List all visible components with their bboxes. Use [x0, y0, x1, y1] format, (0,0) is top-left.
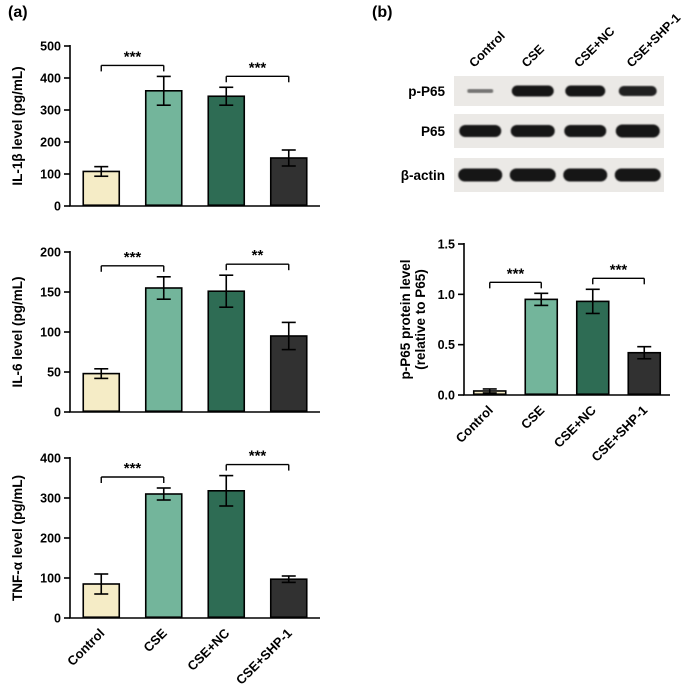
y-tick-label: 500 [40, 40, 61, 54]
blot-band [467, 89, 494, 93]
significance-label: *** [124, 48, 142, 65]
bar [207, 489, 246, 619]
blot-band [618, 86, 657, 96]
bar [144, 89, 183, 207]
x-tick-label: CSE+SHP-1 [233, 626, 295, 688]
y-tick-label: 1.5 [438, 238, 455, 252]
y-tick-label: 50 [47, 366, 61, 380]
y-tick-label: 0 [54, 200, 61, 214]
y-tick-label: 200 [40, 532, 61, 546]
y-tick-label: 150 [40, 286, 61, 300]
y-tick-label: 1.0 [438, 288, 455, 302]
blot-row-label: P65 [421, 124, 446, 139]
y-axis-label: p-P65 protein level [398, 259, 413, 379]
significance-label: *** [124, 249, 142, 266]
significance-label: *** [249, 59, 267, 76]
bar [524, 298, 559, 396]
blot-lane-label: CSE+SHP-1 [624, 11, 683, 70]
bar [144, 287, 183, 412]
x-tick-label: CSE+NC [184, 625, 233, 674]
significance-label: *** [124, 460, 142, 477]
bar [269, 578, 308, 618]
x-tick-label: CSE [518, 402, 548, 432]
blot-band [615, 124, 660, 138]
y-tick-label: 400 [40, 452, 61, 466]
y-tick-label: 100 [40, 326, 61, 340]
bar [627, 351, 662, 396]
y-tick-label: 200 [40, 136, 61, 150]
y-tick-label: 400 [40, 72, 61, 86]
x-tick-label: Control [64, 626, 107, 669]
bar [144, 493, 183, 618]
blot-band [459, 125, 502, 137]
y-axis-label: (relative to P65) [413, 269, 428, 370]
y-axis-label: TNF-α level (pg/mL) [10, 475, 25, 601]
chart-il1b-bar-chart: 0 100 200 300 400 500 IL-1β level (pg/mL) *** **… [10, 40, 320, 214]
y-tick-label: 100 [40, 572, 61, 586]
y-tick-label: 300 [40, 492, 61, 506]
blot-band [614, 168, 661, 182]
y-tick-label: 0 [54, 406, 61, 420]
significance-label: *** [507, 265, 525, 282]
x-tick-label: CSE+NC [551, 402, 600, 451]
y-tick-label: 0.0 [438, 389, 455, 403]
western-blot-image: Control CSE CSE+NC CSE+SHP-1 p-P65 P65 β-actin [401, 11, 683, 192]
panel-a-label: (a) [8, 4, 28, 21]
bar [207, 290, 246, 413]
blot-band [510, 125, 555, 137]
blot-row-label: p-P65 [408, 84, 445, 99]
y-tick-label: 300 [40, 104, 61, 118]
significance-label: ** [252, 247, 264, 264]
blot-row-label: β-actin [401, 168, 445, 183]
blot-band [563, 168, 608, 182]
y-axis-label: IL-6 level (pg/mL) [10, 276, 25, 387]
significance-label: *** [610, 261, 628, 278]
chart-tnfa-bar-chart: 0 100 200 300 400 TNF-α level (pg/mL) *** *** Co… [10, 448, 320, 688]
bar [575, 300, 610, 395]
significance-label: *** [249, 448, 267, 465]
bar [82, 372, 121, 413]
y-tick-label: 100 [40, 168, 61, 182]
blot-band [565, 85, 606, 97]
blot-band [509, 168, 556, 182]
y-tick-label: 200 [40, 246, 61, 260]
bar [207, 95, 246, 206]
blot-lane-label: CSE [519, 42, 547, 70]
panel-b-label: (b) [372, 4, 393, 21]
x-tick-label: CSE+SHP-1 [588, 403, 650, 465]
x-tick-label: CSE [140, 625, 170, 655]
x-tick-label: Control [453, 403, 496, 446]
y-tick-label: 0 [54, 612, 61, 626]
blot-band [511, 85, 554, 97]
blot-band [458, 168, 503, 182]
blot-lane-label: CSE+NC [571, 24, 617, 70]
y-tick-label: 0.5 [438, 338, 455, 352]
blot-lane-label: Control [466, 29, 507, 70]
y-axis-label: IL-1β level (pg/mL) [10, 66, 25, 185]
chart-pp65-bar-chart: 0.0 0.5 1.0 1.5 p-P65 protein level (relative… [398, 238, 670, 465]
blot-band [564, 125, 607, 137]
